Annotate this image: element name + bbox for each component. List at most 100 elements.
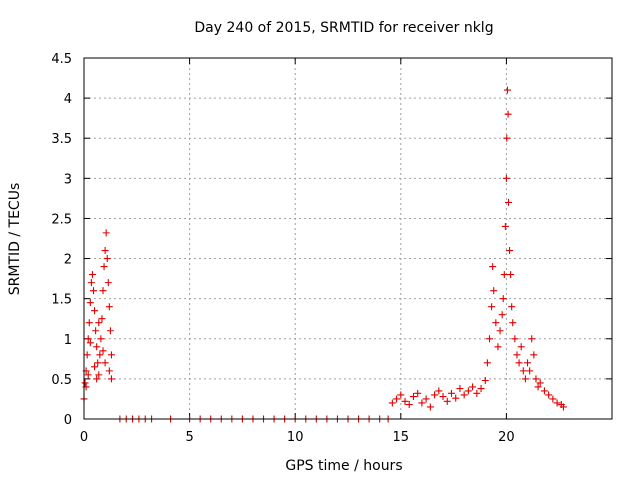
- plot-frame: [83, 57, 613, 420]
- data-point: [530, 351, 538, 359]
- x-axis-label: GPS time / hours: [285, 458, 402, 474]
- data-point: [90, 287, 98, 295]
- gridlines: [84, 58, 612, 419]
- data-point: [536, 379, 544, 387]
- data-point: [418, 399, 426, 407]
- data-point: [504, 110, 512, 118]
- data-point: [464, 387, 472, 395]
- data-point: [473, 389, 481, 397]
- data-point: [496, 327, 504, 335]
- data-point: [98, 315, 106, 323]
- y-tick-label: 1.5: [51, 293, 72, 308]
- data-point: [503, 86, 511, 94]
- data-point: [95, 319, 103, 327]
- data-point: [460, 391, 468, 399]
- data-point: [105, 303, 113, 311]
- data-point: [106, 327, 114, 335]
- data-point: [494, 343, 502, 351]
- data-point: [488, 303, 496, 311]
- y-tick-label: 0: [64, 413, 72, 428]
- data-point: [513, 351, 521, 359]
- y-tick-label: 0.5: [51, 373, 72, 388]
- data-point: [477, 385, 485, 393]
- data-point: [534, 383, 542, 391]
- data-point: [519, 367, 527, 375]
- y-axis-label: SRMTID / TECUs: [7, 183, 23, 296]
- data-point: [397, 391, 405, 399]
- data-point: [443, 397, 451, 405]
- x-tick-label: 0: [80, 430, 88, 445]
- data-point: [405, 401, 413, 409]
- data-point: [91, 363, 99, 371]
- data-point: [94, 359, 102, 367]
- data-point: [86, 299, 94, 307]
- data-point: [87, 279, 95, 287]
- data-point: [426, 403, 434, 411]
- data-point: [505, 198, 513, 206]
- x-tick-label: 15: [393, 430, 410, 445]
- y-tick-label: 3.5: [51, 132, 72, 147]
- y-tick-label: 4: [64, 92, 72, 107]
- data-point: [101, 247, 109, 255]
- data-point: [524, 359, 532, 367]
- data-point: [500, 271, 508, 279]
- data-point: [501, 222, 509, 230]
- data-point: [447, 389, 455, 397]
- data-point: [88, 271, 96, 279]
- axis-ticks: 0 0.5 1 1.5 2 2.5 3 3.5 4 4.5 0 5 10 15 20: [51, 52, 612, 445]
- data-point: [469, 383, 477, 391]
- data-point: [486, 335, 494, 343]
- data-point: [490, 287, 498, 295]
- data-point: [492, 319, 500, 327]
- data-point: [96, 351, 104, 359]
- data-point: [452, 394, 460, 402]
- data-point: [409, 393, 417, 401]
- data-point: [93, 343, 101, 351]
- data-point: [101, 359, 109, 367]
- data-point: [83, 351, 91, 359]
- data-point: [81, 379, 89, 387]
- data-point: [414, 389, 422, 397]
- data-point: [559, 403, 567, 411]
- data-point: [84, 371, 92, 379]
- x-tick-label: 10: [287, 430, 304, 445]
- data-point: [99, 347, 107, 355]
- data-point: [85, 319, 93, 327]
- data-point: [499, 295, 507, 303]
- chart-title: Day 240 of 2015, SRMTID for receiver nkl…: [194, 20, 493, 36]
- y-tick-label: 4.5: [51, 52, 72, 67]
- data-point: [84, 335, 92, 343]
- data-point: [517, 343, 525, 351]
- x-tick-label: 20: [498, 430, 515, 445]
- data-point: [99, 287, 107, 295]
- data-point: [401, 397, 409, 405]
- data-point: [422, 395, 430, 403]
- data-point: [483, 359, 491, 367]
- data-point: [393, 395, 401, 403]
- data-point: [439, 393, 447, 401]
- x-tick-label: 5: [185, 430, 193, 445]
- data-point: [553, 399, 561, 407]
- data-point: [515, 359, 523, 367]
- data-point: [435, 387, 443, 395]
- data-point: [481, 376, 489, 384]
- y-tick-label: 2: [64, 253, 72, 268]
- data-point: [86, 339, 94, 347]
- data-point: [103, 255, 111, 263]
- data-point: [509, 319, 517, 327]
- data-point: [498, 311, 506, 319]
- data-point: [107, 351, 115, 359]
- data-point: [102, 229, 110, 237]
- data-point: [502, 174, 510, 182]
- data-point: [95, 371, 103, 379]
- data-point: [528, 335, 536, 343]
- data-point: [97, 335, 105, 343]
- data-point: [104, 279, 112, 287]
- data-point: [507, 271, 515, 279]
- data-point: [545, 391, 553, 399]
- data-point: [431, 391, 439, 399]
- data-point: [93, 375, 101, 383]
- data-point: [91, 307, 99, 315]
- y-tick-label: 1: [64, 333, 72, 348]
